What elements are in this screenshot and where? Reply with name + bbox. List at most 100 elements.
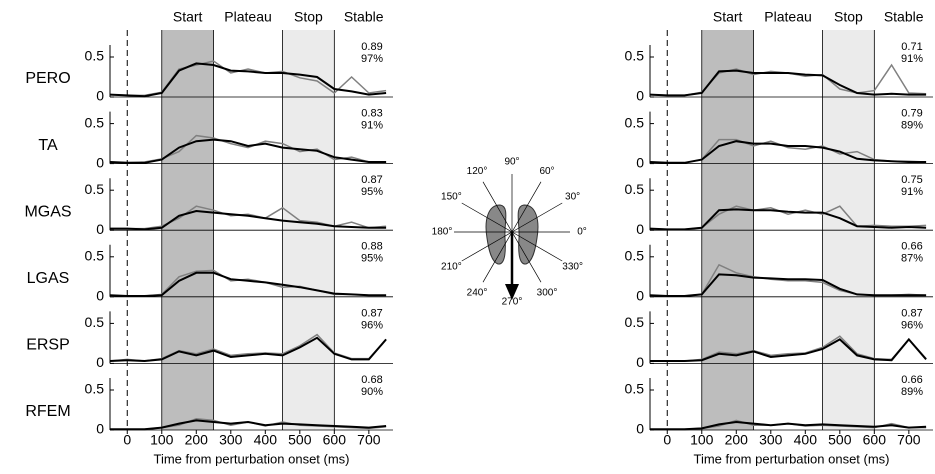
direction-label: 330°	[562, 262, 583, 273]
y-tick-label: 0	[96, 421, 104, 437]
y-tick-label: 0.5	[625, 314, 645, 330]
r2-label: 0.66	[901, 374, 922, 386]
r2-label: 0.79	[901, 108, 922, 120]
phase-label: Stable	[884, 9, 924, 25]
phase-label: Stop	[834, 9, 863, 25]
y-tick-label: 0	[96, 88, 104, 104]
emg-trace	[649, 208, 927, 231]
x-axis-title: Time from perturbation onset (ms)	[693, 451, 889, 466]
emg-trace	[109, 271, 387, 297]
r2-label: 0.89	[361, 41, 382, 53]
phase-label: Start	[713, 9, 743, 25]
x-tick-label: 400	[794, 432, 818, 448]
left-foot	[485, 204, 507, 265]
vaf-label: 91%	[901, 186, 923, 198]
y-tick-label: 0	[636, 154, 644, 170]
x-tick-label: 0	[663, 432, 671, 448]
direction-spoke	[511, 231, 542, 283]
r2-label: 0.83	[361, 108, 382, 120]
direction-spoke	[511, 202, 563, 233]
y-tick-label: 0	[96, 221, 104, 237]
emg-trace	[109, 138, 387, 164]
direction-label: 120°	[467, 166, 488, 177]
vaf-label: 96%	[901, 319, 923, 331]
y-tick-label: 0.5	[625, 48, 645, 64]
r2-label: 0.88	[361, 241, 382, 253]
x-tick-label: 700	[357, 432, 381, 448]
y-tick-label: 0	[96, 354, 104, 370]
direction-label: 0°	[577, 227, 587, 238]
phase-label: Plateau	[764, 9, 811, 25]
y-tick-label: 0	[96, 288, 104, 304]
y-tick-label: 0	[636, 288, 644, 304]
direction-label: 150°	[441, 192, 462, 203]
x-axis-title: Time from perturbation onset (ms)	[153, 451, 349, 466]
emg-trace	[650, 337, 927, 362]
direction-spoke	[511, 181, 542, 233]
emg-trace	[110, 205, 387, 230]
direction-label: 30°	[565, 192, 580, 203]
x-tick-label: 600	[863, 432, 887, 448]
r2-label: 0.87	[901, 307, 922, 319]
y-tick-label: 0.5	[625, 114, 645, 130]
x-tick-label: 500	[828, 432, 852, 448]
x-tick-label: 600	[323, 432, 347, 448]
x-tick-label: 500	[288, 432, 312, 448]
y-tick-label: 0.5	[85, 248, 105, 264]
direction-spoke	[482, 181, 513, 233]
vaf-label: 89%	[901, 386, 923, 398]
emg-trace	[109, 336, 387, 363]
direction-spoke	[461, 202, 513, 233]
direction-spoke	[482, 231, 513, 283]
muscle-label: TA	[38, 137, 58, 154]
y-tick-label: 0	[636, 354, 644, 370]
x-tick-label: 700	[897, 432, 921, 448]
vaf-label: 95%	[361, 253, 383, 265]
r2-label: 0.66	[901, 241, 922, 253]
muscle-label: PERO	[25, 70, 70, 87]
y-tick-label: 0	[636, 421, 644, 437]
vaf-label: 90%	[361, 386, 383, 398]
x-tick-label: 200	[185, 432, 209, 448]
vaf-label: 97%	[361, 53, 383, 65]
vaf-label: 87%	[901, 253, 923, 265]
vaf-label: 89%	[901, 120, 923, 132]
x-tick-label: 300	[219, 432, 243, 448]
emg-trace	[649, 273, 927, 297]
phase-label: Stable	[344, 9, 384, 25]
direction-label: 210°	[441, 262, 462, 273]
emg-trace	[649, 69, 927, 97]
emg-trace	[109, 62, 387, 98]
direction-label: 270°	[502, 297, 523, 308]
y-tick-label: 0.5	[85, 314, 105, 330]
y-tick-label: 0.5	[625, 181, 645, 197]
emg-trace	[650, 420, 927, 431]
emg-trace	[649, 140, 927, 164]
right-foot	[517, 204, 539, 265]
r2-label: 0.68	[361, 374, 382, 386]
y-tick-label: 0.5	[85, 181, 105, 197]
arrow-head	[505, 284, 519, 300]
muscle-label: RFEM	[25, 403, 70, 420]
vaf-label: 95%	[361, 186, 383, 198]
emg-trace	[110, 419, 387, 431]
muscle-label: ERSP	[26, 337, 70, 354]
r2-label: 0.75	[901, 174, 922, 186]
phase-label: Start	[173, 9, 203, 25]
x-tick-label: 200	[725, 432, 749, 448]
y-tick-label: 0.5	[85, 114, 105, 130]
vaf-label: 96%	[361, 319, 383, 331]
x-tick-label: 300	[759, 432, 783, 448]
y-tick-label: 0.5	[625, 248, 645, 264]
direction-label: 90°	[504, 157, 519, 168]
direction-spoke	[511, 231, 563, 262]
x-tick-label: 400	[254, 432, 278, 448]
direction-label: 180°	[432, 227, 453, 238]
direction-spoke	[461, 231, 513, 262]
direction-label: 300°	[537, 287, 558, 298]
muscle-label: LGAS	[27, 270, 70, 287]
muscle-label: MGAS	[24, 203, 71, 220]
vaf-label: 91%	[901, 53, 923, 65]
